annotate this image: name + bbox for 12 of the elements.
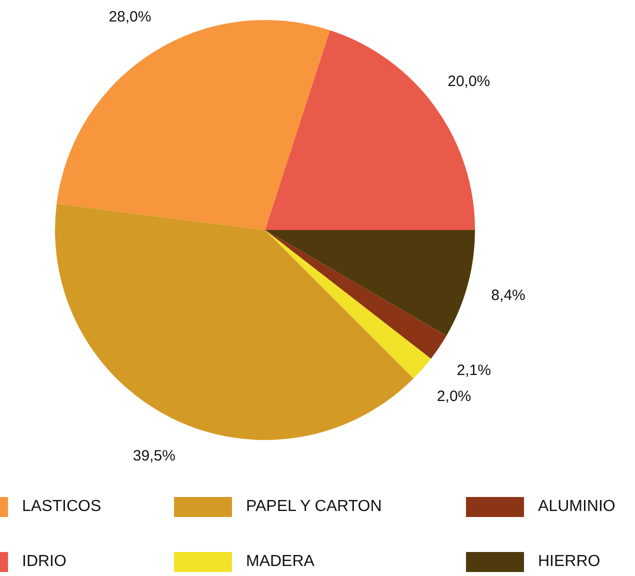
data-label: 2,0%: [436, 388, 472, 405]
data-label: 39,5%: [132, 447, 176, 464]
legend-label: ALUMINIO: [538, 498, 616, 516]
data-label: 28,0%: [108, 8, 152, 26]
legend-label: MADERA: [246, 553, 314, 571]
legend-label: LASTICOS: [22, 498, 102, 516]
legend-label: PAPEL Y CARTON: [246, 498, 382, 516]
data-label: 20,0%: [448, 73, 490, 90]
data-label: 8,4%: [491, 286, 526, 304]
legend-label: IDRIO: [22, 553, 66, 571]
legend-label: HIERRO: [538, 553, 600, 571]
data-label: 2,1%: [456, 362, 491, 380]
